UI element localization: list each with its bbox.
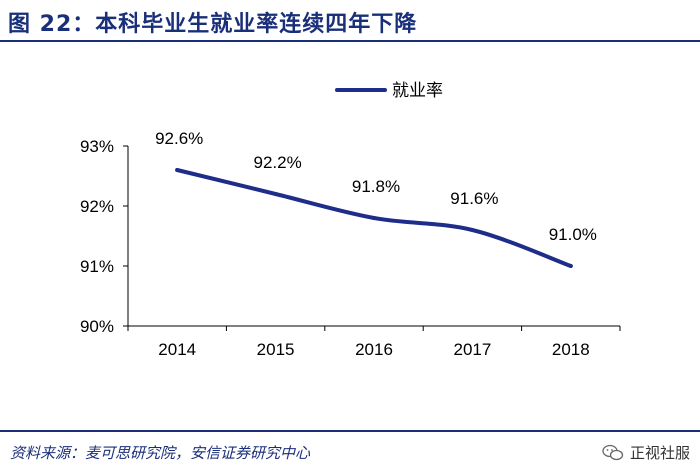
data-label: 92.2% xyxy=(253,153,301,172)
x-tick-label: 2014 xyxy=(158,340,196,359)
x-tick-label: 2016 xyxy=(355,340,393,359)
data-point xyxy=(568,264,573,268)
data-label: 92.6% xyxy=(155,129,203,148)
wechat-icon xyxy=(602,444,624,460)
source-bar: 资料来源：麦可思研究院，安信证券研究中心 正视社服 xyxy=(0,430,700,475)
x-tick-label: 2018 xyxy=(552,340,590,359)
title-bar: 图 22：本科毕业生就业率连续四年下降 xyxy=(0,0,700,42)
data-point xyxy=(470,228,475,232)
data-point xyxy=(372,216,376,220)
data-label: 91.8% xyxy=(352,177,400,196)
figure-title: 图 22：本科毕业生就业率连续四年下降 xyxy=(8,12,418,37)
data-label: 91.6% xyxy=(450,189,498,208)
watermark-label: 正视社服 xyxy=(629,444,690,462)
data-point xyxy=(273,192,278,196)
data-label: 91.0% xyxy=(549,225,597,244)
x-tick-label: 2017 xyxy=(453,340,491,359)
y-tick-label: 92% xyxy=(80,197,114,216)
source-note: 资料来源：麦可思研究院，安信证券研究中心 xyxy=(10,444,311,462)
line-chart: 90% 91% 92% 93% 2014 2015 2016 2017 2018 92.6% 92.… xyxy=(80,81,621,359)
y-tick-label: 91% xyxy=(80,257,114,276)
data-point xyxy=(175,168,180,172)
watermark: 正视社服 xyxy=(602,442,690,463)
legend-label: 就业率 xyxy=(392,81,443,100)
y-tick-label: 90% xyxy=(80,317,114,336)
x-tick-label: 2015 xyxy=(257,340,295,359)
y-tick-label: 93% xyxy=(80,137,114,156)
